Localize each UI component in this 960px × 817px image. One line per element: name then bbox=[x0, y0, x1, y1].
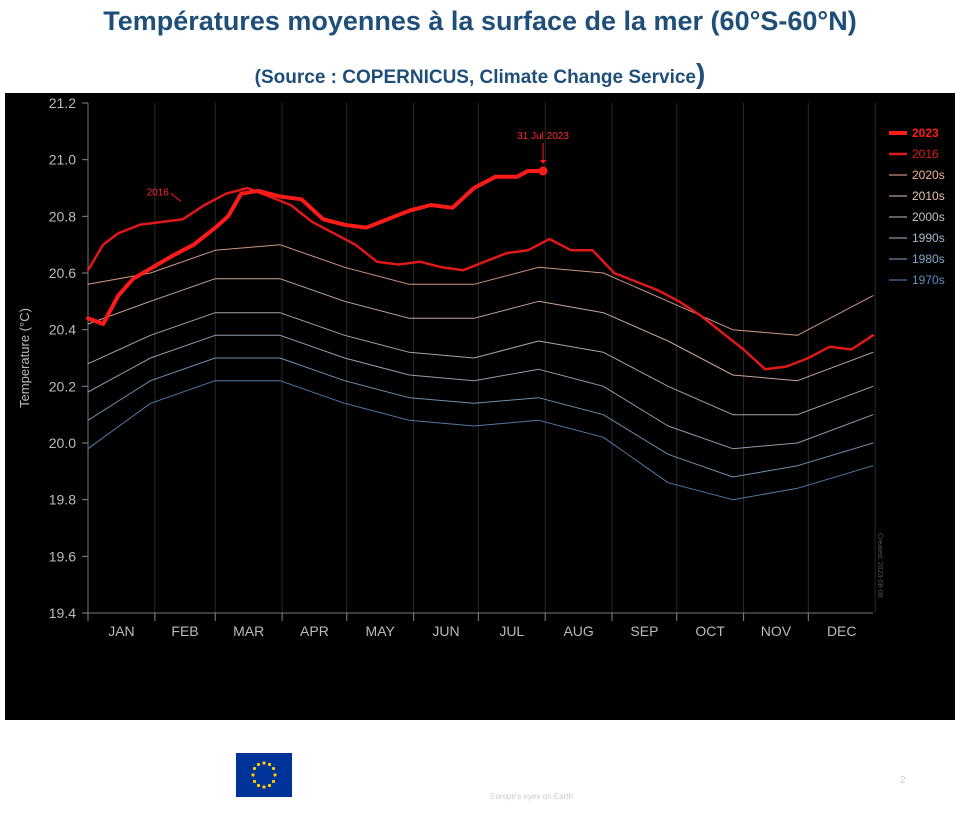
legend-label-2020s: 2020s bbox=[912, 168, 945, 182]
y-tick-label: 19.6 bbox=[49, 548, 76, 564]
legend-label-2016: 2016 bbox=[912, 147, 939, 161]
y-tick-label: 19.4 bbox=[49, 605, 76, 621]
logo-strip: PROGRAMME OF THE EUROPEAN UNION Copernic… bbox=[5, 737, 955, 817]
series-line-2023 bbox=[86, 169, 545, 326]
ecmwf-prefix: IMPLEMENTED BY bbox=[580, 750, 643, 757]
copernicus-wordmark: Copernicus bbox=[475, 759, 597, 787]
annotation-arrowhead bbox=[540, 160, 547, 164]
subtitle-text: (Source : COPERNICUS, Climate Change Ser… bbox=[254, 67, 696, 88]
y-tick-label: 21.2 bbox=[49, 95, 76, 111]
legend-label-2010s: 2010s bbox=[912, 189, 945, 203]
month-label: MAR bbox=[233, 623, 264, 639]
eu-programme-label: PROGRAMME OF THE EUROPEAN UNION bbox=[303, 759, 440, 789]
series-line-1980s bbox=[87, 357, 874, 478]
month-label: JAN bbox=[108, 623, 134, 639]
month-label: JUN bbox=[432, 623, 459, 639]
series-line-2010s bbox=[87, 278, 874, 382]
month-label: MAY bbox=[366, 623, 396, 639]
y-tick-label: 20.6 bbox=[49, 265, 76, 281]
side-note: Created: 2023-08-08 bbox=[876, 533, 883, 598]
y-tick-label: 20.4 bbox=[49, 322, 76, 338]
month-label: AUG bbox=[563, 623, 593, 639]
legend-label-1980s: 1980s bbox=[912, 252, 945, 266]
legend-label-2023: 2023 bbox=[912, 126, 939, 140]
subtitle-close: ) bbox=[696, 58, 706, 89]
series-line-2016 bbox=[86, 186, 875, 371]
legend-label-1990s: 1990s bbox=[912, 231, 945, 245]
chart-panel: 19.4 19.6 19.8 20.0 20.2 20.4 20.6 20.8 21.0 21.2… bbox=[5, 93, 955, 801]
series-line-2020s bbox=[87, 244, 874, 336]
y-tick-label: 19.8 bbox=[49, 492, 76, 508]
series-line-2000s bbox=[87, 312, 874, 416]
month-label: DEC bbox=[827, 623, 857, 639]
ecmwf-wordmark: ECMWF bbox=[617, 764, 725, 796]
copernicus-tagline: Europe's eyes on Earth bbox=[490, 792, 573, 801]
eu-line2: THE EUROPEAN UNION bbox=[303, 774, 441, 788]
y-tick-label: 20.2 bbox=[49, 378, 76, 394]
endpoint-marker-2023 bbox=[538, 166, 548, 176]
month-label: OCT bbox=[695, 623, 725, 639]
y-tick-label: 21.0 bbox=[49, 152, 76, 168]
month-label: NOV bbox=[761, 623, 792, 639]
ecmwf-logo-icon bbox=[6, 742, 38, 760]
legend-label-1970s: 1970s bbox=[912, 273, 945, 287]
annotation-2023: 31 Jul 2023 bbox=[517, 131, 569, 142]
y-tick-label: 20.8 bbox=[49, 208, 76, 224]
slide-title: Températures moyennes à la surface de la… bbox=[103, 6, 857, 36]
series-line-1990s bbox=[87, 334, 874, 450]
annotation-2016: 2016 bbox=[147, 187, 170, 198]
y-axis-label: Temperature (°C) bbox=[17, 308, 32, 408]
y-tick-label: 20.0 bbox=[49, 435, 76, 451]
month-label: FEB bbox=[171, 623, 198, 639]
month-label: JUL bbox=[499, 623, 524, 639]
eu-flag-icon bbox=[235, 752, 293, 798]
month-label: SEP bbox=[630, 623, 658, 639]
slide-subtitle: (Source : COPERNICUS, Climate Change Ser… bbox=[0, 58, 960, 90]
month-label: APR bbox=[300, 623, 329, 639]
annotation-2016-arrow bbox=[170, 192, 182, 202]
legend-label-2000s: 2000s bbox=[912, 210, 945, 224]
eu-line1: PROGRAMME OF bbox=[303, 759, 404, 773]
series-line-1970s bbox=[87, 380, 874, 501]
sst-chart: 19.4 19.6 19.8 20.0 20.2 20.4 20.6 20.8 21.0 21.2… bbox=[17, 95, 945, 639]
page-number: 2 bbox=[900, 775, 906, 786]
